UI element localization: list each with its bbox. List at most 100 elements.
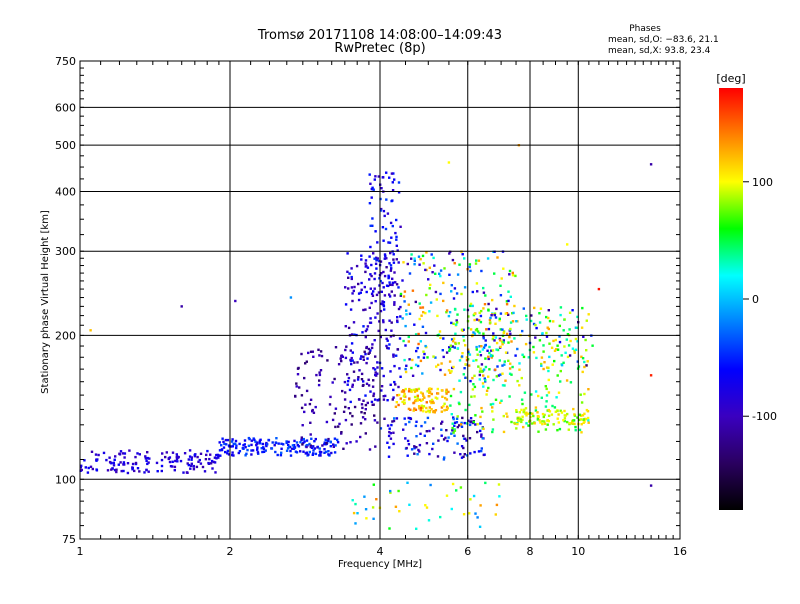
data-point [408, 387, 411, 391]
data-point [171, 451, 175, 454]
data-point [474, 423, 477, 426]
data-point [115, 470, 118, 474]
data-point [440, 389, 444, 392]
data-point [509, 327, 512, 331]
data-point [369, 317, 372, 320]
data-point [496, 348, 500, 352]
data-point [198, 458, 201, 462]
data-point [476, 430, 479, 434]
data-point [407, 416, 410, 420]
data-point [482, 346, 486, 349]
data-point [357, 282, 360, 286]
data-point [395, 401, 398, 404]
data-point [425, 401, 428, 404]
data-point [431, 447, 434, 451]
data-point [473, 385, 477, 389]
data-point [403, 417, 406, 420]
data-point [460, 355, 464, 358]
data-point [326, 359, 329, 362]
data-point [231, 445, 234, 448]
data-point [313, 440, 316, 443]
data-point [397, 403, 400, 407]
data-point [375, 267, 378, 270]
data-point [503, 384, 506, 387]
data-point [374, 300, 377, 303]
data-point [469, 498, 472, 501]
data-point [264, 449, 267, 452]
data-point [476, 353, 479, 356]
data-point [523, 391, 527, 394]
data-point [337, 425, 340, 428]
data-point [585, 364, 588, 367]
data-point [445, 408, 448, 411]
data-point [440, 410, 443, 413]
data-point [388, 343, 391, 346]
data-point [521, 329, 524, 333]
data-point [474, 262, 478, 265]
data-point [525, 318, 528, 321]
data-point [397, 489, 400, 493]
data-point [267, 438, 270, 442]
data-point [406, 262, 409, 266]
data-point [557, 391, 561, 394]
data-point [425, 251, 428, 254]
data-point [300, 352, 303, 356]
data-point [501, 364, 504, 367]
data-point [136, 467, 140, 470]
data-point [366, 266, 370, 269]
data-point [416, 346, 419, 350]
data-point [480, 363, 484, 366]
data-point [578, 418, 581, 422]
data-point [196, 455, 199, 459]
data-point [392, 261, 396, 264]
data-point [323, 442, 326, 446]
data-point [542, 367, 545, 371]
data-point [525, 422, 528, 425]
x-axis-label: Frequency [MHz] [338, 559, 422, 570]
data-point [319, 369, 323, 372]
data-point [258, 439, 262, 442]
data-point [329, 445, 332, 448]
data-point [126, 462, 130, 465]
data-point [87, 466, 90, 470]
data-point [393, 294, 396, 297]
data-point [171, 465, 174, 468]
data-point [413, 395, 417, 399]
data-point [293, 439, 296, 443]
data-point [461, 352, 464, 355]
data-point [407, 407, 411, 411]
data-point [545, 331, 548, 335]
data-point [347, 407, 350, 410]
data-point [424, 331, 428, 335]
data-point [559, 306, 563, 309]
data-point [545, 394, 549, 397]
data-point [208, 457, 211, 461]
data-point [530, 422, 534, 425]
data-point [365, 517, 368, 520]
data-point [402, 428, 405, 431]
data-point-outlier [234, 299, 237, 303]
data-point [398, 337, 402, 340]
data-point [323, 441, 326, 444]
data-point [536, 411, 539, 414]
data-point [475, 359, 478, 362]
data-point [362, 308, 365, 312]
data-point [133, 469, 136, 473]
data-point [482, 291, 486, 294]
data-point [472, 331, 475, 334]
data-point [498, 339, 502, 342]
data-point [556, 374, 559, 377]
data-point [445, 392, 448, 395]
data-point [102, 451, 106, 455]
data-point [374, 355, 377, 358]
data-point [580, 326, 584, 329]
data-point [342, 410, 346, 413]
data-point [489, 354, 493, 358]
data-point [515, 320, 518, 323]
data-point [482, 374, 485, 377]
data-point [270, 447, 274, 450]
data-point [396, 348, 399, 351]
data-point [305, 389, 309, 393]
data-point [241, 447, 244, 450]
data-point [402, 389, 406, 393]
